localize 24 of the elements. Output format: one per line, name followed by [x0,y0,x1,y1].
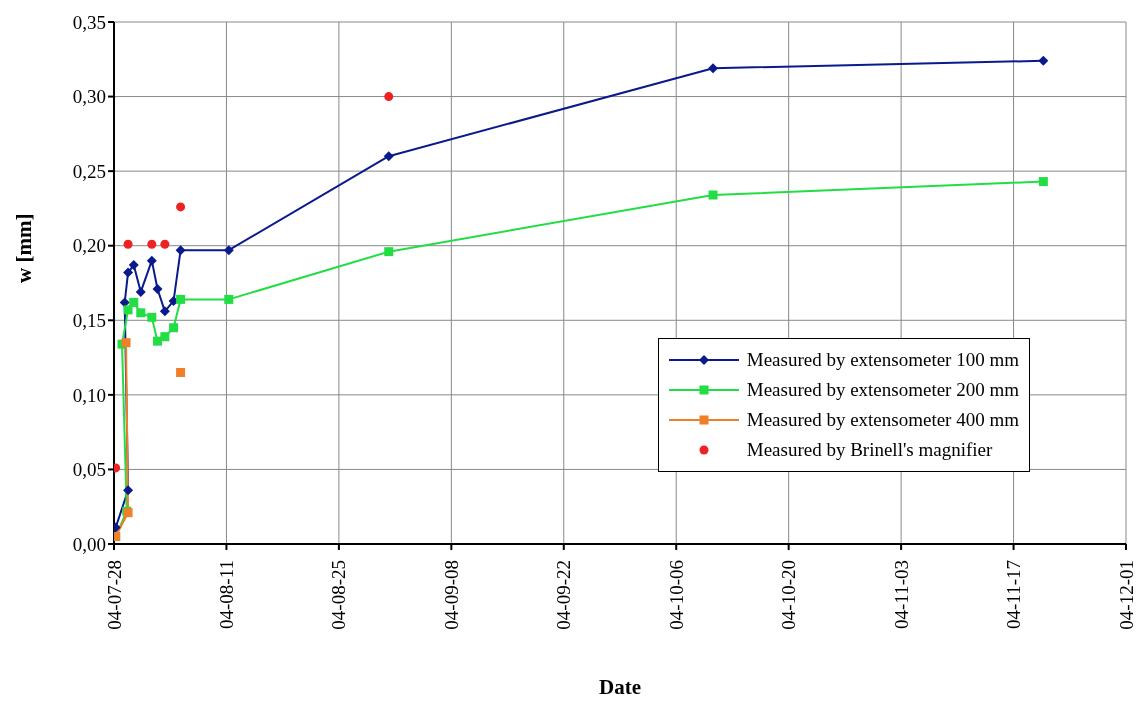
y-tick-label: 0,15 [72,310,106,332]
y-tick-label: 0,35 [72,11,106,33]
x-tick-label: 04-11-17 [1003,560,1025,629]
y-tick-label: 0,25 [72,160,106,182]
x-tick-label: 04-12-01 [1115,560,1137,630]
legend-label: Measured by extensometer 100 mm [746,349,1019,371]
y-tick-label: 0,30 [72,86,106,108]
x-tick-label: 04-11-03 [890,560,912,629]
y-tick-label: 0,20 [72,235,106,257]
x-tick-label: 04-09-08 [440,560,462,630]
x-tick-label: 04-08-11 [215,560,237,629]
legend-label: Measured by extensometer 400 mm [746,409,1019,431]
x-tick-label: 04-08-25 [328,560,350,630]
y-axis-title: w [mm] [12,213,37,283]
y-tick-label: 0,00 [72,533,106,555]
x-tick-label: 04-09-22 [553,560,575,630]
y-tick-label: 0,10 [72,384,106,406]
x-tick-label: 04-10-20 [778,560,800,630]
x-axis-title: Date [599,675,641,699]
x-tick-label: 04-07-28 [103,560,125,630]
legend-label: Measured by Brinell's magnifier [746,439,993,461]
y-tick-label: 0,05 [72,459,106,481]
legend-label: Measured by extensometer 200 mm [746,379,1019,401]
x-tick-label: 04-10-06 [665,560,687,630]
